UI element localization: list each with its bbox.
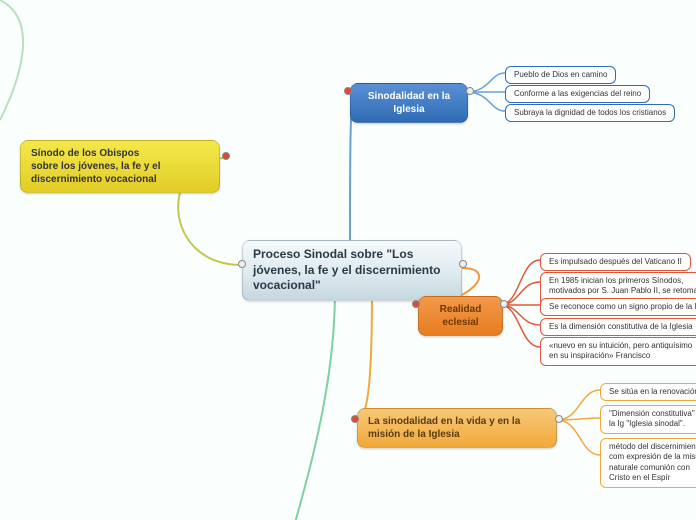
conn-dot-realidad-l xyxy=(412,300,420,308)
conn-dot-blue-l xyxy=(344,87,352,95)
conn-dot-realidad-r xyxy=(500,300,508,308)
leaf-text: método del discernimiento com expresión … xyxy=(609,442,696,482)
leaf-text: «nuevo en su intuición, pero antiquísimo… xyxy=(549,341,692,360)
leaf-text: Es impulsado después del Vaticano II xyxy=(549,257,682,266)
conn-dot-blue-r xyxy=(466,87,474,95)
mision-child-1[interactable]: "Dimensión constitutiva" de la Ig "Igles… xyxy=(600,405,696,434)
conn-dot-left xyxy=(222,152,230,160)
leaf-text: Subraya la dignidad de todos los cristia… xyxy=(514,108,666,117)
conn-dot-root-right xyxy=(459,260,467,268)
left-branch-node[interactable]: Sínodo de los Obispos sobre los jóvenes,… xyxy=(20,140,220,193)
left-branch-label: Sínodo de los Obispos sobre los jóvenes,… xyxy=(31,148,161,185)
conn-dot-mision-r xyxy=(555,415,563,423)
conn-dot-mision-l xyxy=(351,415,359,423)
sinodalidad-node[interactable]: Sinodalidad en la Iglesia xyxy=(350,83,468,123)
sinodalidad-label: Sinodalidad en la Iglesia xyxy=(368,91,450,115)
realidad-child-4[interactable]: «nuevo en su intuición, pero antiquísimo… xyxy=(540,337,696,366)
sinodalidad-child-0[interactable]: Pueblo de Dios en camino xyxy=(505,66,616,84)
root-node[interactable]: Proceso Sinodal sobre "Los jóvenes, la f… xyxy=(242,240,462,301)
leaf-text: "Dimensión constitutiva" de la Ig "Igles… xyxy=(609,409,696,428)
conn-dot-root-left xyxy=(238,260,246,268)
leaf-text: Es la dimensión constitutiva de la Igles… xyxy=(549,322,693,331)
realidad-child-0[interactable]: Es impulsado después del Vaticano II xyxy=(540,253,691,271)
leaf-text: Se reconoce como un signo propio de la I… xyxy=(549,302,696,311)
realidad-label: Realidad eclesial xyxy=(440,304,482,328)
mision-child-0[interactable]: Se sitúa en la renovación del Con xyxy=(600,383,696,401)
mision-node[interactable]: La sinodalidad en la vida y en la misión… xyxy=(357,408,557,448)
realidad-node[interactable]: Realidad eclesial xyxy=(418,296,503,336)
realidad-child-3[interactable]: Es la dimensión constitutiva de la Igles… xyxy=(540,318,696,336)
root-label: Proceso Sinodal sobre "Los jóvenes, la f… xyxy=(253,247,440,292)
sinodalidad-child-1[interactable]: Conforme a las exigencias del reino xyxy=(505,85,650,103)
leaf-text: Se sitúa en la renovación del Con xyxy=(609,387,696,396)
mision-child-2[interactable]: método del discernimiento com expresión … xyxy=(600,438,696,488)
leaf-text: Conforme a las exigencias del reino xyxy=(514,89,641,98)
realidad-child-2[interactable]: Se reconoce como un signo propio de la I… xyxy=(540,298,696,316)
sinodalidad-child-2[interactable]: Subraya la dignidad de todos los cristia… xyxy=(505,104,675,122)
mision-label: La sinodalidad en la vida y en la misión… xyxy=(368,416,520,440)
leaf-text: Pueblo de Dios en camino xyxy=(514,70,607,79)
